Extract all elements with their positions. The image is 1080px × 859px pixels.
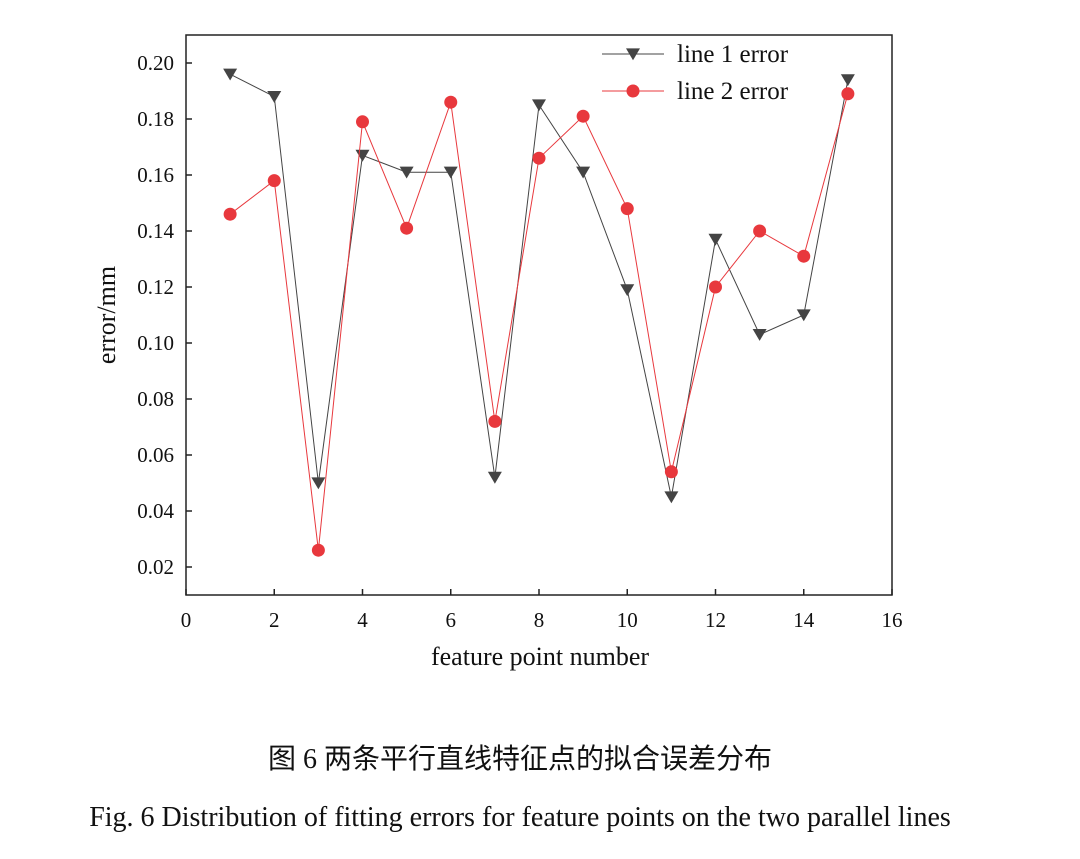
y-tick-label: 0.20 [137, 51, 174, 75]
caption-en: Fig. 6 Distribution of fitting errors fo… [89, 802, 951, 833]
x-tick-label: 4 [357, 608, 368, 632]
data-point [400, 221, 414, 235]
data-point [444, 95, 458, 109]
x-tick-label: 10 [617, 608, 638, 632]
data-point [620, 202, 634, 216]
x-tick-label: 0 [181, 608, 192, 632]
y-tick-label: 0.08 [137, 387, 174, 411]
data-point [796, 309, 811, 322]
data-point [664, 465, 678, 479]
data-point [355, 149, 370, 162]
data-point [267, 91, 282, 103]
x-tick-label: 2 [269, 608, 280, 632]
series-line [229, 73, 849, 498]
x-tick-label: 6 [446, 608, 457, 632]
x-tick-label: 16 [882, 608, 903, 632]
x-tick-label: 12 [705, 608, 726, 632]
x-axis-title: feature point number [431, 642, 649, 671]
y-tick-label: 0.16 [137, 163, 174, 187]
data-point [267, 174, 281, 188]
x-tick-label: 8 [534, 608, 545, 632]
data-point [576, 166, 591, 179]
data-point [223, 68, 238, 81]
data-point [753, 224, 767, 238]
data-point [708, 233, 723, 246]
data-point [487, 471, 502, 484]
data-point [311, 543, 325, 557]
data-point [356, 115, 369, 129]
legend-marker [626, 48, 640, 61]
y-tick-label: 0.12 [137, 275, 174, 299]
data-point [576, 109, 590, 123]
plot-frame [185, 34, 893, 596]
data-point [311, 477, 326, 490]
y-tick-label: 0.04 [137, 499, 174, 523]
y-axis-title: error/mm [92, 266, 121, 364]
data-point [223, 207, 237, 221]
data-point [532, 99, 546, 112]
data-point [752, 329, 767, 341]
data-point [840, 74, 855, 87]
x-tick-label: 14 [793, 608, 815, 632]
legend-label: line 2 error [677, 78, 789, 105]
data-point [797, 249, 811, 263]
data-point [620, 284, 635, 297]
y-tick-label: 0.06 [137, 443, 174, 467]
data-point [532, 151, 546, 165]
data-point [709, 280, 722, 294]
data-point [488, 414, 502, 428]
legend-label: line 1 error [677, 41, 789, 68]
caption-zh: 图 6 两条平行直线特征点的拟合误差分布 [268, 743, 772, 775]
data-point [664, 491, 679, 504]
y-tick-label: 0.02 [137, 555, 174, 579]
y-tick-label: 0.18 [137, 107, 174, 131]
y-tick-label: 0.14 [137, 219, 174, 243]
legend-marker [626, 84, 640, 98]
data-point [841, 87, 855, 101]
y-tick-label: 0.10 [137, 331, 174, 355]
data-point [399, 166, 414, 179]
data-point [443, 166, 458, 179]
